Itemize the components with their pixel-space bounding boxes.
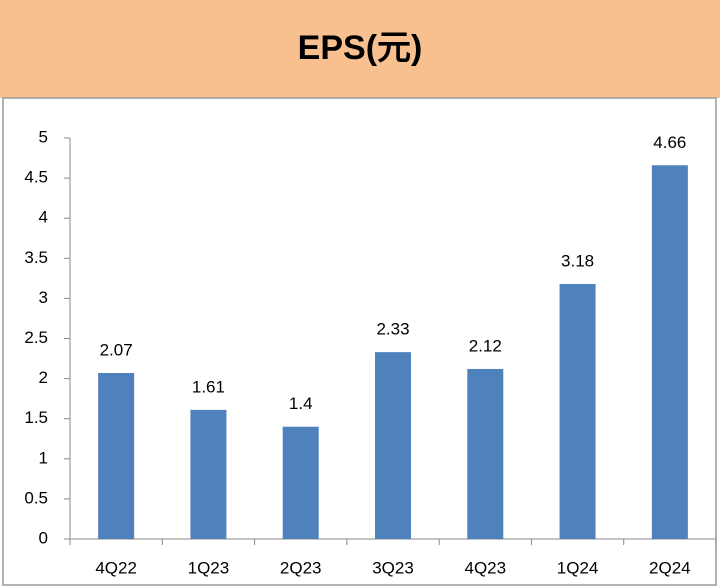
value-label: 2.33 — [376, 320, 409, 339]
x-tick-label: 1Q23 — [188, 558, 230, 577]
y-tick-label: 2.5 — [24, 328, 48, 347]
y-tick-label: 4 — [39, 208, 48, 227]
y-tick-label: 5 — [39, 127, 48, 146]
bar — [98, 372, 135, 539]
bar — [282, 426, 319, 539]
y-tick-label: 4.5 — [24, 168, 48, 187]
y-tick-label: 1.5 — [24, 408, 48, 427]
value-label: 2.12 — [469, 336, 502, 355]
bar — [467, 368, 504, 539]
y-tick-label: 1 — [39, 448, 48, 467]
bar — [190, 409, 227, 539]
value-label: 4.66 — [653, 133, 686, 152]
y-tick-label: 0.5 — [24, 488, 48, 507]
x-tick-label: 2Q23 — [280, 558, 322, 577]
y-tick-label: 0 — [39, 528, 48, 547]
y-tick-label: 3.5 — [24, 248, 48, 267]
x-tick-label: 2Q24 — [649, 558, 691, 577]
y-tick-label: 3 — [39, 288, 48, 307]
value-label: 1.61 — [192, 377, 225, 396]
bar — [559, 283, 596, 539]
x-tick-label: 3Q23 — [372, 558, 414, 577]
x-tick-label: 4Q22 — [95, 558, 137, 577]
y-tick-label: 2 — [39, 368, 48, 387]
x-tick-label: 1Q24 — [557, 558, 599, 577]
chart-title: EPS(元) — [298, 29, 423, 67]
bar — [651, 165, 688, 539]
bar — [375, 352, 411, 539]
value-label: 3.18 — [561, 251, 594, 270]
x-tick-label: 4Q23 — [464, 558, 506, 577]
title-band — [0, 0, 720, 98]
value-label: 2.07 — [100, 340, 133, 359]
value-label: 1.4 — [289, 394, 313, 413]
